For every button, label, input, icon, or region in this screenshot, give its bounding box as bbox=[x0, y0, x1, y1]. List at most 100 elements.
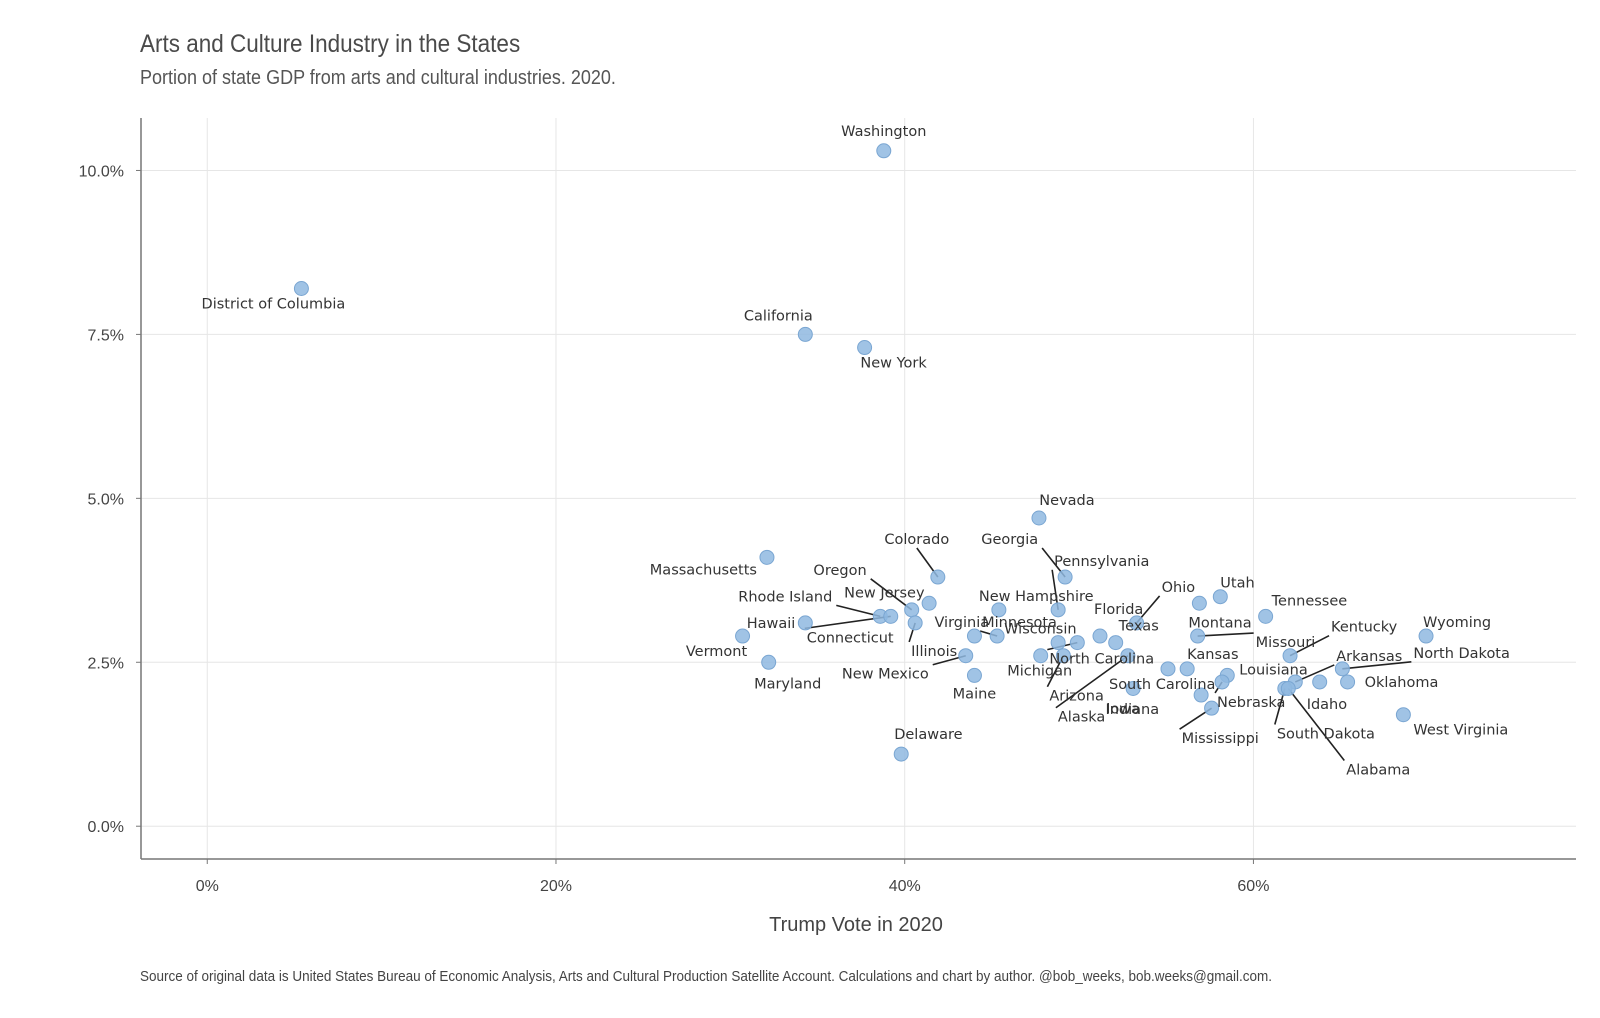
label-tennessee: Tennessee bbox=[1271, 593, 1348, 609]
label-iowa: Iowa bbox=[1106, 702, 1140, 718]
label-virginia: Virginia bbox=[934, 615, 989, 631]
label-arkansas: Arkansas bbox=[1336, 649, 1402, 665]
label-minnesota: Minnesota bbox=[982, 615, 1057, 631]
label-oregon: Oregon bbox=[813, 563, 866, 579]
label-south-dakota: South Dakota bbox=[1277, 727, 1375, 743]
point-nevada bbox=[1031, 510, 1047, 526]
point-vermont bbox=[735, 628, 751, 644]
label-vermont: Vermont bbox=[686, 644, 748, 660]
label-hawaii: Hawaii bbox=[747, 616, 796, 632]
point-hawaii bbox=[797, 615, 813, 631]
label-maryland: Maryland bbox=[754, 676, 821, 692]
x-tick-label: 20% bbox=[540, 878, 572, 895]
label-south-carolina: South Carolina bbox=[1109, 677, 1215, 693]
point-texas bbox=[1108, 635, 1124, 651]
label-georgia: Georgia bbox=[981, 532, 1038, 548]
label-louisiana: Louisiana bbox=[1239, 662, 1307, 678]
label-florida: Florida bbox=[1094, 602, 1143, 618]
label-oklahoma: Oklahoma bbox=[1365, 675, 1439, 691]
point-kentucky bbox=[1282, 648, 1298, 664]
point-new-jersey bbox=[921, 595, 937, 611]
point-south-carolina bbox=[1160, 661, 1176, 677]
point-ohio bbox=[1129, 615, 1145, 631]
point-north-dakota bbox=[1334, 661, 1350, 677]
point-virginia bbox=[966, 628, 982, 644]
label-west-virginia: West Virginia bbox=[1413, 723, 1508, 739]
label-california: California bbox=[744, 308, 813, 324]
label-nevada: Nevada bbox=[1039, 493, 1094, 509]
point-iowa bbox=[1125, 681, 1141, 697]
x-tick-label: 60% bbox=[1237, 878, 1269, 895]
label-washington: Washington bbox=[841, 124, 926, 140]
point-florida bbox=[1092, 628, 1108, 644]
y-tick-label: 10.0% bbox=[79, 163, 124, 180]
y-tick-label: 0.0% bbox=[88, 819, 124, 836]
label-north-carolina: North Carolina bbox=[1049, 652, 1154, 668]
point-montana bbox=[1191, 595, 1207, 611]
label-colorado: Colorado bbox=[884, 532, 949, 548]
point-connecticut bbox=[883, 608, 899, 624]
label-indiana: Indiana bbox=[1105, 702, 1159, 718]
point-missouri bbox=[1190, 628, 1206, 644]
chart-caption: Source of original data is United States… bbox=[140, 968, 1273, 985]
y-tick-label: 7.5% bbox=[88, 327, 124, 344]
leader-alabama bbox=[1287, 688, 1345, 761]
point-new-hampshire bbox=[991, 602, 1007, 618]
label-new-mexico: New Mexico bbox=[842, 667, 929, 683]
x-tick-label: 0% bbox=[196, 878, 219, 895]
label-nebraska: Nebraska bbox=[1217, 695, 1285, 711]
leader-oregon bbox=[870, 578, 913, 611]
point-alaska bbox=[1120, 648, 1136, 664]
label-michigan: Michigan bbox=[1007, 664, 1072, 680]
point-washington bbox=[876, 143, 892, 159]
label-mississippi: Mississippi bbox=[1182, 731, 1259, 747]
label-district-of-columbia: District of Columbia bbox=[202, 296, 346, 312]
point-oklahoma bbox=[1340, 674, 1356, 690]
point-district-of-columbia bbox=[293, 280, 309, 296]
point-georgia bbox=[1057, 569, 1073, 585]
label-alabama: Alabama bbox=[1346, 763, 1410, 779]
label-pennsylvania: Pennsylvania bbox=[1054, 554, 1149, 570]
y-tick-label: 5.0% bbox=[88, 491, 124, 508]
point-north-carolina bbox=[1069, 635, 1085, 651]
point-west-virginia bbox=[1395, 707, 1411, 723]
point-pennsylvania bbox=[1050, 602, 1066, 618]
point-minnesota bbox=[989, 628, 1005, 644]
point-new-mexico bbox=[958, 648, 974, 664]
point-maryland bbox=[761, 654, 777, 670]
x-tick-label: 40% bbox=[889, 878, 921, 895]
label-texas: Texas bbox=[1118, 619, 1159, 635]
label-rhode-island: Rhode Island bbox=[738, 589, 832, 605]
label-north-dakota: North Dakota bbox=[1413, 646, 1510, 662]
label-delaware: Delaware bbox=[894, 727, 962, 743]
data-points bbox=[293, 143, 1434, 762]
label-illinois: Illinois bbox=[911, 644, 957, 660]
point-kansas bbox=[1179, 661, 1195, 677]
label-connecticut: Connecticut bbox=[807, 630, 894, 646]
leader-rhode-island bbox=[836, 604, 881, 618]
label-massachusetts: Massachusetts bbox=[650, 562, 757, 578]
x-axis-title: Trump Vote in 2020 bbox=[769, 914, 943, 936]
label-montana: Montana bbox=[1188, 615, 1251, 631]
chart-title: Arts and Culture Industry in the States bbox=[140, 30, 521, 58]
point-illinois bbox=[907, 615, 923, 631]
label-new-york: New York bbox=[860, 356, 927, 372]
leader-north-dakota bbox=[1342, 661, 1412, 670]
label-wisconsin: Wisconsin bbox=[1004, 622, 1076, 638]
label-utah: Utah bbox=[1220, 576, 1254, 592]
chart-subtitle: Portion of state GDP from arts and cultu… bbox=[140, 67, 616, 89]
point-indiana bbox=[1193, 687, 1209, 703]
point-idaho bbox=[1312, 674, 1328, 690]
point-wisconsin bbox=[1050, 635, 1066, 651]
point-nebraska bbox=[1214, 674, 1230, 690]
label-alaska: Alaska bbox=[1058, 710, 1105, 726]
point-colorado bbox=[930, 569, 946, 585]
point-maine bbox=[966, 667, 982, 683]
label-new-hampshire: New Hampshire bbox=[979, 589, 1094, 605]
leader-missouri bbox=[1197, 632, 1254, 637]
point-arizona bbox=[1055, 648, 1071, 664]
point-massachusetts bbox=[759, 549, 775, 565]
leader-alaska bbox=[1055, 655, 1129, 709]
point-oregon bbox=[904, 602, 920, 618]
